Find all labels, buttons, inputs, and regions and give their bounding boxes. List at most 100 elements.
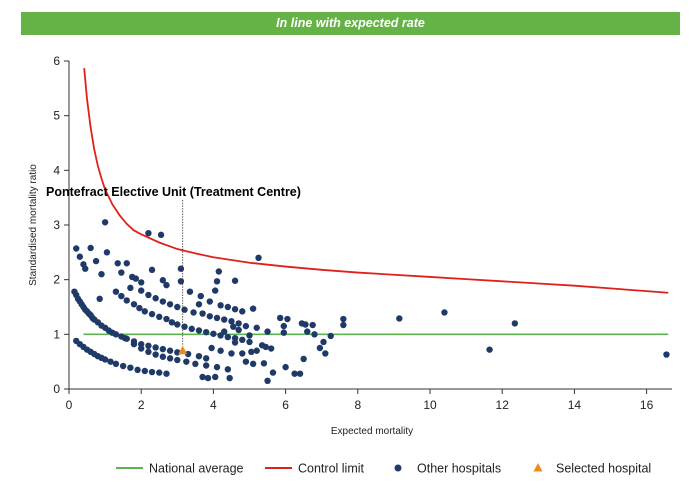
legend-other-hospitals-swatch bbox=[394, 464, 402, 472]
other-hospital-point bbox=[123, 260, 130, 267]
x-tick-label: 12 bbox=[496, 398, 510, 412]
legend-control-limit-label: Control limit bbox=[298, 462, 365, 476]
y-tick-label: 4 bbox=[53, 163, 60, 177]
x-tick-label: 2 bbox=[138, 398, 145, 412]
y-tick-label: 1 bbox=[53, 327, 60, 341]
other-hospital-point bbox=[199, 310, 206, 317]
other-hospital-point bbox=[322, 350, 329, 357]
other-hospital-point bbox=[195, 353, 203, 360]
other-hospital-point bbox=[224, 366, 232, 373]
other-hospital-point bbox=[145, 291, 152, 299]
other-hospital-point bbox=[280, 322, 287, 330]
annotation-label: Pontefract Elective Unit (Treatment Cent… bbox=[46, 185, 301, 199]
other-hospital-point bbox=[174, 303, 181, 311]
status-banner: In line with expected rate bbox=[21, 12, 680, 35]
other-hospital-point bbox=[396, 315, 403, 322]
other-hospital-point bbox=[73, 245, 80, 252]
x-tick-label: 8 bbox=[354, 398, 361, 412]
other-hospital-point bbox=[206, 298, 213, 305]
other-hospital-point bbox=[188, 325, 195, 333]
other-hospital-point bbox=[134, 366, 141, 374]
other-hospital-point bbox=[224, 333, 232, 341]
other-hospital-point bbox=[239, 336, 246, 343]
other-hospital-point bbox=[239, 308, 246, 315]
other-hospital-point bbox=[156, 369, 163, 376]
other-hospital-point bbox=[340, 321, 347, 329]
other-hospital-point bbox=[166, 355, 174, 362]
other-hospital-point bbox=[112, 360, 120, 368]
other-hospital-point bbox=[121, 334, 129, 342]
other-hospital-point bbox=[255, 254, 262, 261]
other-hospital-point bbox=[269, 369, 277, 376]
other-hospital-point bbox=[96, 295, 103, 302]
other-hospital-point bbox=[184, 350, 192, 358]
other-hospital-point bbox=[145, 342, 152, 350]
other-hospital-point bbox=[138, 287, 145, 294]
other-hospital-point bbox=[195, 327, 203, 334]
other-hospital-point bbox=[291, 370, 298, 377]
other-hospital-point bbox=[213, 278, 221, 285]
other-hospital-point bbox=[224, 303, 232, 311]
other-hospital-point bbox=[208, 344, 215, 352]
other-hospital-point bbox=[304, 328, 311, 335]
other-hospital-point bbox=[145, 348, 152, 356]
other-hospital-point bbox=[228, 318, 235, 325]
other-hospital-point bbox=[311, 331, 318, 338]
other-hospital-point bbox=[145, 230, 152, 237]
other-hospital-point bbox=[157, 231, 165, 239]
other-hospital-point bbox=[192, 360, 199, 368]
other-hospital-point bbox=[202, 328, 210, 336]
other-hospital-point bbox=[159, 345, 167, 353]
other-hospital-point bbox=[76, 253, 84, 260]
other-hospital-point bbox=[231, 305, 239, 313]
other-hospital-point bbox=[107, 358, 114, 365]
control-limit-line bbox=[83, 68, 669, 294]
y-tick-label: 2 bbox=[53, 273, 60, 287]
y-tick-label: 0 bbox=[53, 382, 60, 396]
other-hospital-point bbox=[242, 322, 250, 330]
other-hospital-point bbox=[98, 271, 105, 278]
other-hospital-point bbox=[302, 321, 309, 328]
other-hospital-point bbox=[101, 356, 109, 363]
other-hospital-point bbox=[282, 363, 289, 371]
legend: National average Control limit Other hos… bbox=[116, 462, 651, 476]
other-hospital-point bbox=[177, 265, 185, 272]
other-hospital-point bbox=[174, 321, 181, 328]
other-hospital-point bbox=[248, 348, 255, 356]
other-hospital-point bbox=[239, 350, 246, 357]
other-hospital-point bbox=[101, 219, 109, 226]
other-hospital-point bbox=[280, 329, 287, 336]
other-hospital-point bbox=[138, 340, 145, 348]
x-tick-label: 4 bbox=[210, 398, 217, 412]
legend-other-hospitals-label: Other hospitals bbox=[417, 462, 501, 476]
other-hospital-point bbox=[163, 281, 170, 289]
series bbox=[71, 68, 670, 384]
other-hospital-point bbox=[186, 288, 194, 295]
other-hospital-point bbox=[262, 343, 269, 351]
selected-hospital-point bbox=[178, 345, 188, 355]
other-hospital-point bbox=[148, 368, 156, 376]
other-hospital-point bbox=[163, 370, 170, 377]
other-hospital-point bbox=[183, 358, 190, 365]
other-hospital-point bbox=[127, 284, 134, 292]
other-hospital-point bbox=[119, 362, 127, 370]
other-hospital-point bbox=[159, 277, 167, 284]
other-hospital-point bbox=[152, 295, 159, 302]
other-hospital-point bbox=[138, 345, 145, 352]
other-hospital-point bbox=[441, 309, 448, 316]
other-hospital-point bbox=[118, 269, 125, 276]
other-hospital-point bbox=[114, 260, 121, 267]
other-hospital-point bbox=[177, 278, 185, 285]
other-hospital-point bbox=[152, 344, 159, 351]
other-hospital-point bbox=[112, 288, 120, 295]
other-hospital-point bbox=[163, 315, 170, 323]
other-hospital-point bbox=[231, 334, 239, 342]
y-tick-label: 5 bbox=[53, 109, 60, 123]
other-hospital-point bbox=[264, 377, 271, 384]
other-hospital-point bbox=[300, 355, 307, 363]
other-hospital-point bbox=[152, 351, 159, 358]
x-tick-label: 10 bbox=[423, 398, 437, 412]
other-hospital-point bbox=[296, 370, 304, 377]
other-hospital-point bbox=[486, 346, 493, 353]
